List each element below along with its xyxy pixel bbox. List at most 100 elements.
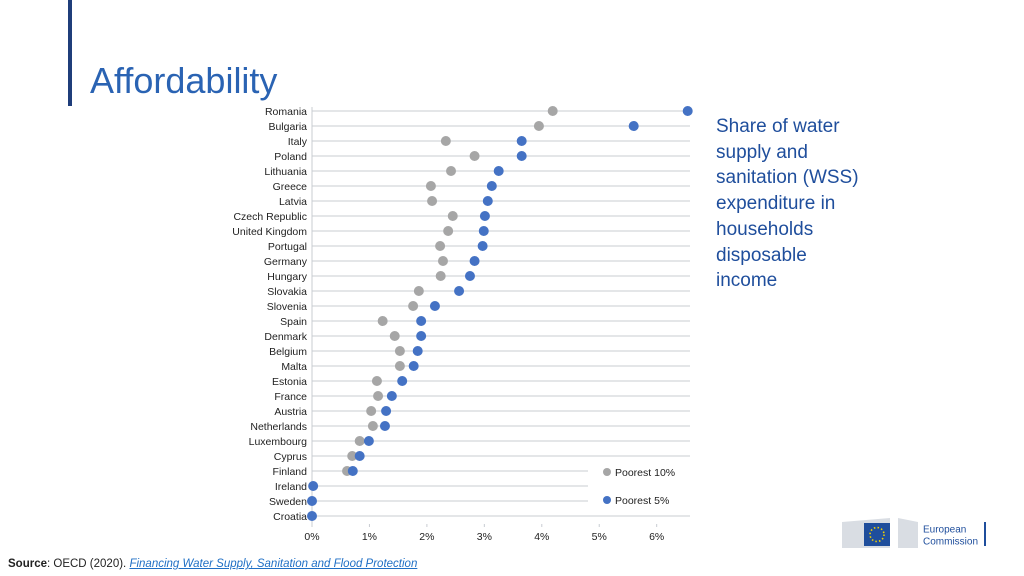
- description-line: households: [716, 218, 814, 240]
- dot: [469, 256, 480, 266]
- dot: [429, 301, 440, 311]
- dot: [394, 346, 405, 356]
- y-tick-label: Denmark: [264, 331, 307, 343]
- dot: [373, 391, 384, 401]
- y-tick-label: Romania: [265, 106, 307, 118]
- logo-text: European: [923, 525, 966, 536]
- y-tick-label: Austria: [274, 406, 307, 418]
- dot: [307, 496, 317, 506]
- dot: [308, 481, 319, 491]
- dot: [447, 211, 458, 221]
- source-label: Source: [8, 558, 47, 570]
- dot: [307, 511, 317, 521]
- legend-label: Poorest 10%: [615, 467, 675, 479]
- dot: [443, 226, 454, 236]
- dot: [354, 451, 365, 461]
- description-line: supply and: [716, 141, 808, 163]
- dot: [469, 151, 480, 161]
- dot: [377, 316, 388, 326]
- dot: [389, 331, 400, 341]
- y-tick-label: France: [274, 391, 307, 403]
- dot: [482, 196, 493, 206]
- y-tick-label: Ireland: [275, 481, 307, 493]
- logo-text: Commission: [923, 537, 978, 548]
- y-tick-label: Bulgaria: [268, 121, 307, 133]
- logo-bar: [984, 522, 986, 546]
- dot: [416, 331, 427, 341]
- description: Share of water supply and sanitation (WSS)…: [716, 114, 859, 294]
- y-tick-label: Estonia: [272, 376, 307, 388]
- y-tick-label: Germany: [264, 256, 308, 268]
- y-tick-label: Slovenia: [267, 301, 307, 313]
- y-tick-label: Portugal: [268, 241, 307, 253]
- source-link[interactable]: Financing Water Supply, Sanitation and F…: [129, 558, 418, 570]
- logo: European Commission: [842, 518, 986, 548]
- dot: [394, 361, 405, 371]
- y-tick-label: Luxembourg: [249, 436, 308, 448]
- dot: [479, 211, 490, 221]
- y-tick-label: Poland: [274, 151, 307, 163]
- dot: [464, 271, 475, 281]
- logo-shape: [898, 518, 918, 548]
- dot: [386, 391, 397, 401]
- dot: [435, 271, 446, 281]
- dot: [427, 196, 438, 206]
- dot: [347, 451, 358, 461]
- x-tick-label: 0%: [304, 531, 319, 543]
- y-tick-label: Netherlands: [250, 421, 307, 433]
- dot: [547, 106, 558, 116]
- y-tick-label: United Kingdom: [232, 226, 307, 238]
- logo-stars: [869, 526, 885, 543]
- slide-title: Affordability: [90, 60, 278, 101]
- dot: [440, 136, 451, 146]
- y-tick-label: Latvia: [279, 196, 307, 208]
- dot: [416, 316, 427, 326]
- x-tick-label: 5%: [592, 531, 607, 543]
- dot: [682, 106, 693, 116]
- source: Source: OECD (2020). Financing Water Sup…: [8, 558, 417, 570]
- y-tick-label: Malta: [281, 361, 307, 373]
- y-tick-label: Belgium: [269, 346, 307, 358]
- y-tick-label: Sweden: [269, 496, 307, 508]
- y-tick-label: Hungary: [267, 271, 307, 283]
- dot: [425, 181, 436, 191]
- dot: [516, 151, 527, 161]
- dot: [366, 406, 377, 416]
- dot: [486, 181, 497, 191]
- legend-marker: [603, 468, 611, 476]
- dot: [413, 286, 424, 296]
- dot: [367, 421, 378, 431]
- dot: [628, 121, 639, 131]
- description-line: disposable: [716, 244, 807, 266]
- dot: [454, 286, 465, 296]
- y-tick-label: Greece: [273, 181, 308, 193]
- x-tick-label: 2%: [419, 531, 434, 543]
- dot: [371, 376, 382, 386]
- dot: [381, 406, 392, 416]
- accent-bar: [68, 0, 72, 106]
- dot: [477, 241, 488, 251]
- dot: [446, 166, 457, 176]
- y-tick-label: Slovakia: [267, 286, 307, 298]
- x-tick-label: 3%: [477, 531, 492, 543]
- dot: [397, 376, 408, 386]
- dot: [533, 121, 544, 131]
- y-tick-label: Cyprus: [274, 451, 307, 463]
- y-tick-label: Finland: [273, 466, 308, 478]
- source-text: : OECD (2020).: [47, 558, 130, 570]
- dot: [347, 466, 358, 476]
- dot: [493, 166, 504, 176]
- x-tick-label: 6%: [649, 531, 664, 543]
- logo-flag: [864, 523, 890, 546]
- description-line: sanitation (WSS): [716, 167, 859, 189]
- dot: [437, 256, 448, 266]
- legend-label: Poorest 5%: [615, 495, 669, 507]
- description-line: income: [716, 270, 778, 292]
- y-tick-label: Czech Republic: [233, 211, 307, 223]
- dot: [354, 436, 365, 446]
- description-line: expenditure in: [716, 193, 836, 215]
- dot: [435, 241, 446, 251]
- dot: [379, 421, 390, 431]
